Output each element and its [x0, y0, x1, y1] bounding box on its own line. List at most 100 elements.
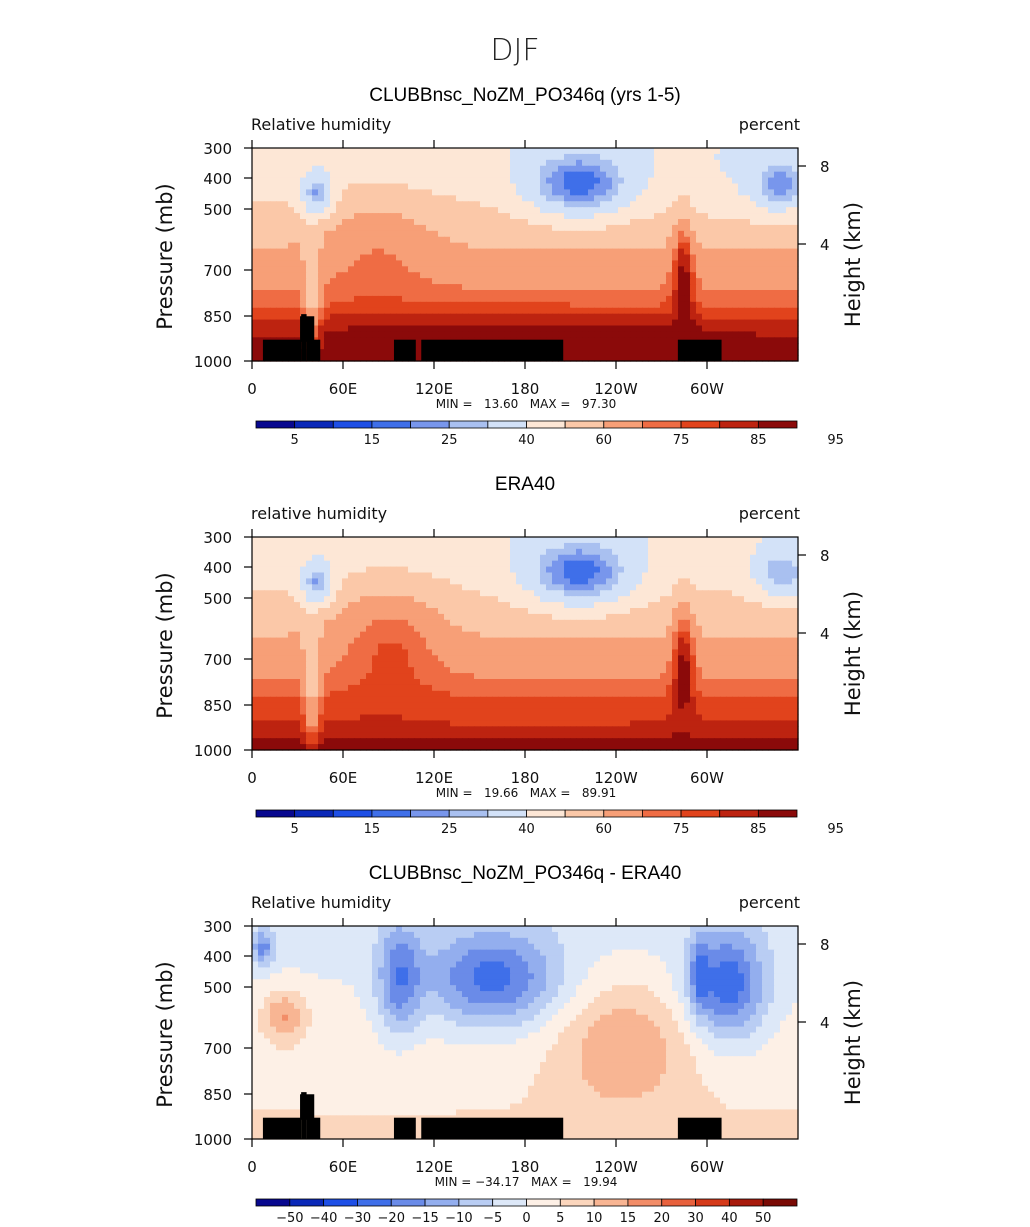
colorbar-label: 85 [750, 822, 767, 837]
field-label: Relative humidity [251, 115, 391, 134]
x-tick-label: 0 [247, 769, 257, 787]
colorbar-label: −50 [276, 1211, 303, 1226]
panel-title: CLUBBnsc_NoZM_PO346q - ERA40 [369, 863, 682, 884]
colorbar-label: 40 [518, 822, 535, 837]
colorbar-swatch [642, 809, 682, 818]
y-tick-label: 300 [203, 529, 232, 547]
colorbar-swatch [762, 1198, 798, 1207]
y-axis-title: Pressure (mb) [153, 961, 177, 1108]
y-tick-label: 400 [203, 170, 232, 188]
colorbar-swatch [487, 809, 527, 818]
land-mask [306, 1117, 321, 1139]
colorbar-swatch [492, 1198, 527, 1207]
colorbar-swatch [603, 809, 643, 818]
land-mask [421, 1117, 564, 1139]
land-mask [262, 1117, 302, 1139]
colorbar-swatch [719, 420, 759, 429]
colorbar-swatch [255, 420, 296, 429]
colorbar: 5 15 25 40 60 75 85 95 [255, 420, 844, 448]
y-tick-label: 1000 [194, 353, 232, 371]
colorbar-label: −10 [445, 1211, 472, 1226]
colorbar-swatch [448, 809, 489, 818]
colorbar-swatch [593, 1198, 629, 1207]
colorbar-label: 75 [673, 822, 690, 837]
y-tick-label: 700 [203, 651, 232, 669]
colorbar-swatch [410, 809, 450, 818]
colorbar-label: 40 [518, 433, 535, 448]
y-tick-label: 850 [203, 697, 232, 715]
colorbar-swatch [559, 1198, 595, 1207]
colorbar: −50 −40 −30 −20 −15 −10 −5 0 5 10 15 20 30 40 50 [255, 1198, 798, 1226]
contour-field [252, 148, 799, 362]
land-mask [421, 339, 564, 361]
y2-tick-label: 4 [820, 236, 830, 254]
colorbar-swatch [323, 1198, 358, 1207]
y2-tick-label: 8 [820, 158, 830, 176]
panel-1: CLUBBnsc_NoZM_PO346q (yrs 1-5) Relative h… [153, 85, 865, 448]
colorbar-swatch [294, 420, 334, 429]
land-mask [306, 339, 321, 361]
x-tick-label: 120E [415, 1158, 453, 1176]
colorbar-swatch [642, 420, 682, 429]
colorbar-swatch [728, 1198, 764, 1207]
colorbar-label: 40 [721, 1211, 738, 1226]
x-tick-label: 180 [511, 380, 540, 398]
colorbar-swatch [458, 1198, 494, 1207]
y-tick-label: 500 [203, 979, 232, 997]
colorbar-label: 5 [291, 433, 299, 448]
x-tick-label: 120W [594, 1158, 638, 1176]
colorbar-label: 25 [441, 822, 458, 837]
colorbar-label: 75 [673, 433, 690, 448]
land-mask [393, 339, 416, 361]
colorbar-swatch [390, 1198, 426, 1207]
colorbar-label: 95 [827, 822, 844, 837]
colorbar-swatch [371, 420, 411, 429]
colorbar-label: 15 [620, 1211, 637, 1226]
x-tick-label: 60E [329, 380, 358, 398]
colorbar-swatch [332, 420, 373, 429]
colorbar: 5 15 25 40 60 75 85 95 [255, 809, 844, 837]
y-tick-label: 500 [203, 590, 232, 608]
colorbar-swatch [719, 809, 759, 818]
units-label: percent [739, 504, 800, 523]
colorbar-swatch [564, 420, 605, 429]
y-axis-title: Pressure (mb) [153, 183, 177, 330]
colorbar-swatch [332, 809, 373, 818]
panel-title: ERA40 [495, 474, 555, 495]
y-tick-label: 1000 [194, 1131, 232, 1149]
y-tick-label: 850 [203, 1086, 232, 1104]
colorbar-swatch [526, 420, 566, 429]
figure-title: DJF [490, 33, 539, 68]
y2-tick-label: 8 [820, 547, 830, 565]
colorbar-label: 50 [755, 1211, 772, 1226]
colorbar-swatch [294, 809, 334, 818]
y2-axis-title: Height (km) [841, 980, 865, 1105]
min-max-stats: MIN = 13.60 MAX = 97.30 [436, 397, 616, 411]
x-tick-label: 120E [415, 380, 453, 398]
land-mask [677, 339, 722, 361]
panel-3: CLUBBnsc_NoZM_PO346q - ERA40 Relative hum… [153, 863, 865, 1226]
x-tick-label: 180 [511, 769, 540, 787]
colorbar-label: 5 [291, 822, 299, 837]
colorbar-label: 5 [556, 1211, 564, 1226]
colorbar-swatch [680, 809, 721, 818]
colorbar-swatch [255, 1198, 291, 1207]
colorbar-swatch [526, 1198, 561, 1207]
colorbar-swatch [357, 1198, 392, 1207]
colorbar-label: −20 [378, 1211, 405, 1226]
y-tick-label: 700 [203, 1040, 232, 1058]
y-tick-label: 300 [203, 918, 232, 936]
colorbar-swatch [603, 420, 643, 429]
y-tick-label: 400 [203, 559, 232, 577]
colorbar-swatch [627, 1198, 663, 1207]
colorbar-label: 60 [596, 433, 613, 448]
y2-tick-label: 4 [820, 625, 830, 643]
land-mask [300, 1094, 315, 1120]
colorbar-swatch [564, 809, 605, 818]
colorbar-swatch [371, 809, 411, 818]
units-label: percent [739, 115, 800, 134]
colorbar-label: 10 [586, 1211, 603, 1226]
y2-axis-title: Height (km) [841, 202, 865, 327]
colorbar-label: 85 [750, 433, 767, 448]
